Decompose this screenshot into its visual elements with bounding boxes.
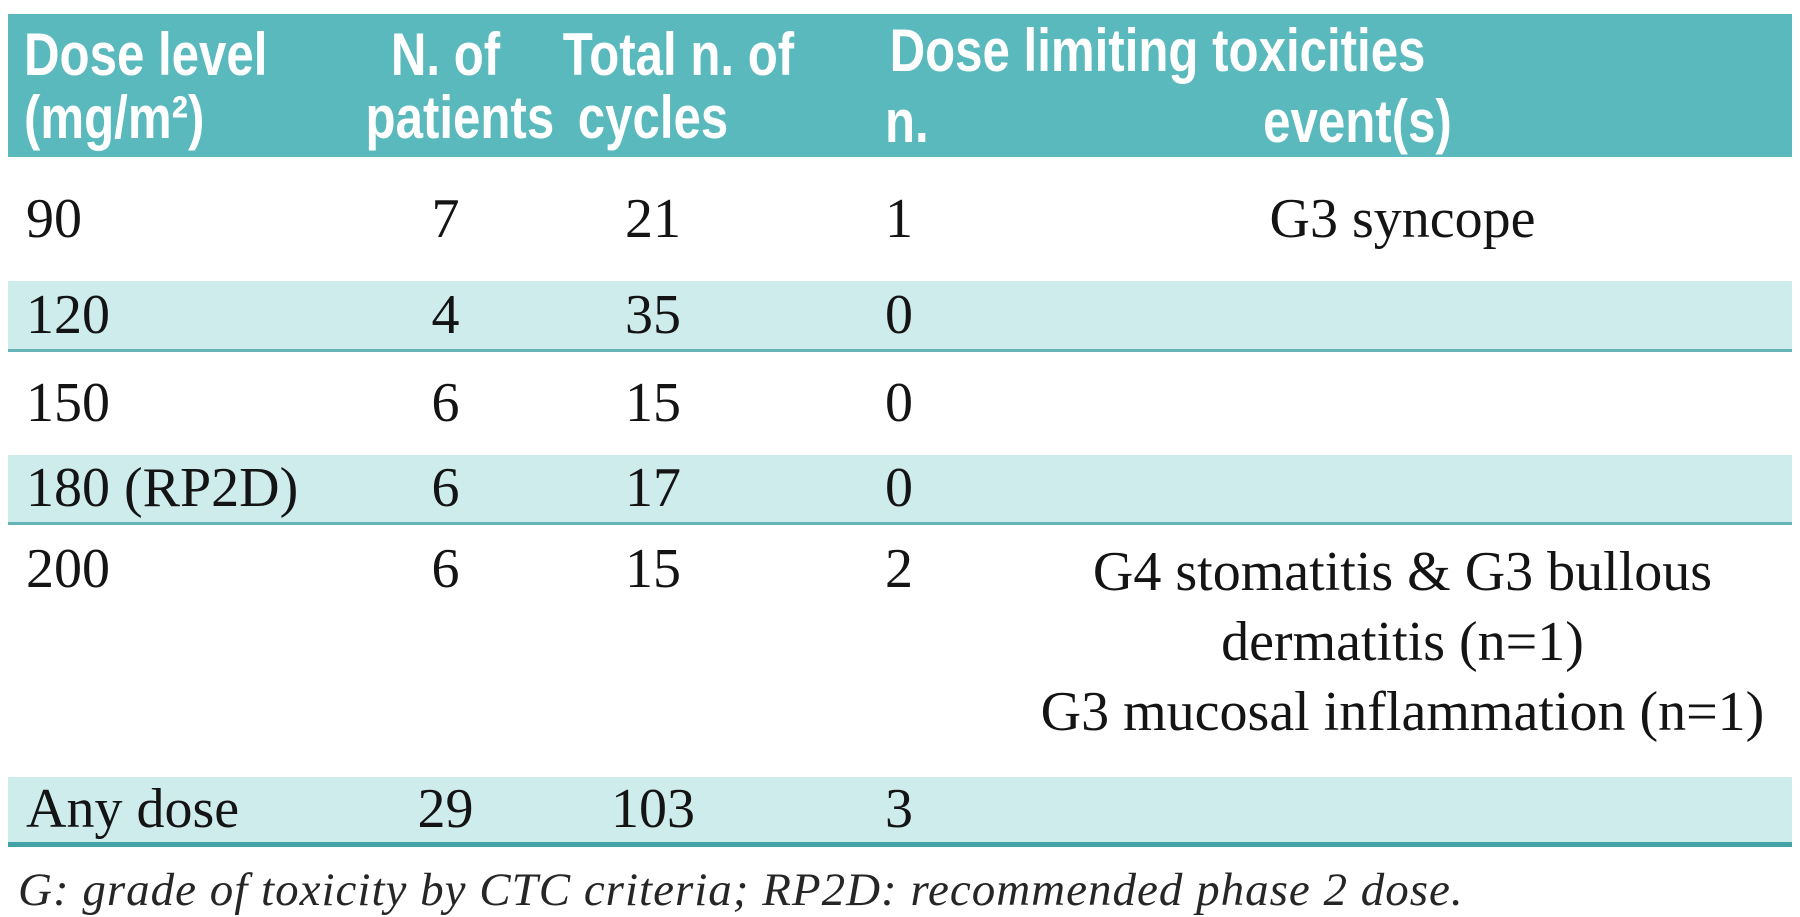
table-row-any-dose: Any dose 29 103 3	[8, 777, 1792, 847]
dose-limiting-toxicity-table: Dose level (mg/m²) N. of patients Total …	[8, 14, 1792, 847]
header-dlt-n-label: n.	[885, 88, 929, 155]
cell-cycles: 35	[543, 281, 763, 352]
header-total-cycles: Total n. of cycles	[543, 14, 795, 157]
table-row-dose-200: 200 6 15 2 G4 stomatitis & G3 bullous de…	[8, 524, 1792, 778]
header-n-of-patients: N. of patients	[348, 14, 555, 157]
cell-patients: 7	[431, 187, 460, 250]
table-body: 90 7 21 1 G3 syncope 120 4 35 0 150 6 15…	[8, 157, 1792, 847]
event-line: G3 mucosal inflammation (n=1)	[1040, 681, 1765, 743]
header-total-cycles-line2: cycles	[577, 83, 729, 151]
table-row-dose-90: 90 7 21 1 G3 syncope	[8, 157, 1792, 281]
cell-patients: 6	[348, 455, 543, 525]
header-dose-limiting-toxicities-label: Dose limiting toxicities	[889, 16, 1426, 84]
cell-dose: 180 (RP2D)	[8, 455, 348, 525]
cell-dlt-n: 1	[885, 187, 913, 250]
cell-events	[923, 281, 1792, 352]
cell-patients: 4	[348, 281, 543, 352]
cell-cycles: 103	[543, 777, 763, 847]
cell-dose: Any dose	[8, 777, 348, 847]
header-n-of-patients-line1: N. of	[390, 20, 501, 88]
header-dlt-n: n.	[763, 86, 929, 157]
header-total-cycles-line1: Total n. of	[562, 20, 795, 88]
header-dose-level: Dose level (mg/m²)	[8, 14, 348, 157]
table-row-dose-180-rp2d: 180 (RP2D) 6 17 0	[8, 455, 1792, 525]
cell-cycles: 17	[543, 455, 763, 525]
cell-dose: 150	[26, 372, 110, 435]
header-dlt-events-label: event(s)	[1263, 88, 1452, 155]
cell-dose: 120	[8, 281, 348, 352]
table-row-dose-120: 120 4 35 0	[8, 281, 1792, 352]
header-dose-level-line1: Dose level	[24, 20, 268, 88]
table-row-dose-150: 150 6 15 0	[8, 351, 1792, 456]
table-header: Dose level (mg/m²) N. of patients Total …	[8, 14, 1792, 157]
cell-cycles: 21	[625, 187, 681, 250]
cell-dlt-n: 0	[763, 281, 923, 352]
cell-dose: 200	[26, 538, 110, 600]
cell-dose: 90	[26, 187, 82, 250]
cell-dlt-n: 0	[885, 372, 913, 435]
header-dose-limiting-toxicities: Dose limiting toxicities	[763, 14, 1792, 86]
event-line: G3 syncope	[1269, 188, 1536, 250]
cell-events: G4 stomatitis & G3 bullous dermatitis (n…	[923, 524, 1792, 778]
cell-events: G3 syncope	[923, 157, 1792, 281]
cell-events	[923, 351, 1792, 456]
cell-dlt-n: 3	[763, 777, 923, 847]
header-n-of-patients-line2: patients	[365, 83, 555, 151]
header-dose-level-line2: (mg/m²)	[24, 83, 205, 151]
cell-events	[923, 455, 1792, 525]
cell-dlt-n: 0	[763, 455, 923, 525]
cell-patients: 29	[348, 777, 543, 847]
event-line: G4 stomatitis & G3 bullous	[1092, 541, 1713, 603]
header-dlt-events: event(s)	[923, 86, 1792, 157]
cell-dlt-n: 2	[885, 538, 913, 600]
cell-cycles: 15	[625, 372, 681, 435]
cell-events	[923, 777, 1792, 847]
event-line: dermatitis (n=1)	[1221, 611, 1584, 673]
cell-patients: 6	[431, 372, 460, 435]
cell-patients: 6	[431, 538, 460, 600]
cell-cycles: 15	[625, 538, 681, 600]
table-footnote: G: grade of toxicity by CTC criteria; RP…	[18, 864, 1464, 916]
